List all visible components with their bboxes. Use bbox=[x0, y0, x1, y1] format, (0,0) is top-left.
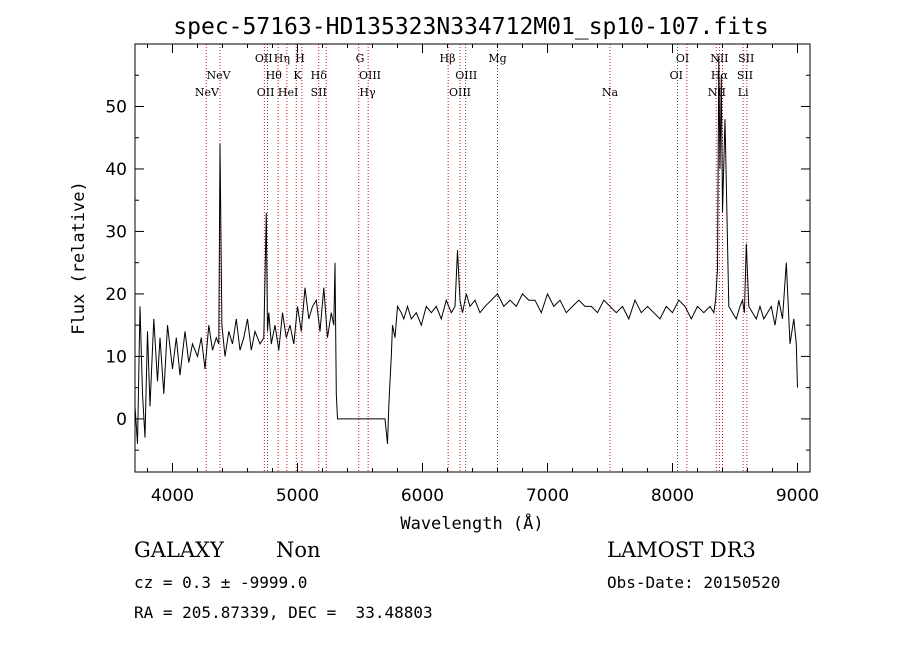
y-tick-label: 20 bbox=[105, 285, 127, 305]
x-tick-label: 6000 bbox=[401, 486, 444, 506]
emission-line-label: OII bbox=[255, 52, 273, 65]
x-axis-ticks: 4000 5000 6000 7000 8000 9000 bbox=[147, 44, 819, 506]
y-tick-label: 50 bbox=[105, 97, 127, 117]
x-tick-label: 4000 bbox=[151, 486, 194, 506]
emission-line-label: SII bbox=[737, 69, 753, 82]
emission-line-label: Li bbox=[738, 86, 749, 99]
y-axis-ticks: 0 10 20 30 40 50 bbox=[105, 74, 810, 451]
emission-line-label: Mg bbox=[488, 52, 506, 65]
emission-line-label: Hθ bbox=[266, 69, 283, 82]
x-tick-label: 8000 bbox=[651, 486, 694, 506]
x-tick-label: 7000 bbox=[526, 486, 569, 506]
emission-line-label: NII bbox=[708, 86, 726, 99]
emission-line-label: OI bbox=[676, 52, 689, 65]
emission-line-label: HeI bbox=[278, 86, 298, 99]
y-tick-label: 30 bbox=[105, 222, 127, 242]
emission-line-label: Na bbox=[602, 86, 619, 99]
redshift-value: cz = 0.3 ± -9999.0 bbox=[134, 573, 308, 592]
emission-line-label: K bbox=[293, 69, 302, 82]
emission-line-label: OIII bbox=[455, 69, 477, 82]
emission-line-label: OII bbox=[257, 86, 275, 99]
survey-name: LAMOST DR3 bbox=[607, 538, 756, 562]
plot-frame bbox=[134, 43, 811, 473]
x-tick-label: 5000 bbox=[276, 486, 319, 506]
emission-line-label: NeV bbox=[206, 69, 231, 82]
emission-line-label: OIII bbox=[359, 69, 381, 82]
emission-line-label: NII bbox=[710, 52, 728, 65]
object-subclass: Non bbox=[276, 538, 321, 562]
y-tick-label: 10 bbox=[105, 347, 127, 367]
emission-line-label: Hα bbox=[711, 69, 729, 82]
observation-date: Obs-Date: 20150520 bbox=[607, 573, 781, 592]
x-axis-label: Wavelength (Å) bbox=[400, 512, 543, 534]
emission-line-markers bbox=[205, 44, 748, 472]
x-tick-label: 9000 bbox=[776, 486, 819, 506]
emission-line-label: Hη bbox=[274, 52, 290, 65]
emission-line-label: OI bbox=[670, 69, 683, 82]
object-class: GALAXY bbox=[134, 538, 224, 562]
spectrum-line bbox=[134, 56, 798, 444]
emission-line-label: SII bbox=[738, 52, 754, 65]
chart-title: spec-57163-HD135323N334712M01_sp10-107.f… bbox=[173, 14, 768, 40]
y-tick-label: 40 bbox=[105, 160, 127, 180]
y-tick-label: 0 bbox=[116, 410, 127, 430]
emission-line-label: NeV bbox=[195, 86, 220, 99]
emission-line-label: G bbox=[356, 52, 365, 65]
emission-line-label: H bbox=[295, 52, 305, 65]
coordinates: RA = 205.87339, DEC = 33.48803 bbox=[134, 603, 433, 622]
emission-line-label: Hγ bbox=[359, 86, 376, 99]
emission-line-label: SII bbox=[311, 86, 327, 99]
emission-line-label: OIII bbox=[449, 86, 471, 99]
emission-line-label: Hβ bbox=[440, 52, 456, 65]
emission-line-label: Hδ bbox=[311, 69, 328, 82]
y-axis-label: Flux (relative) bbox=[69, 181, 89, 335]
